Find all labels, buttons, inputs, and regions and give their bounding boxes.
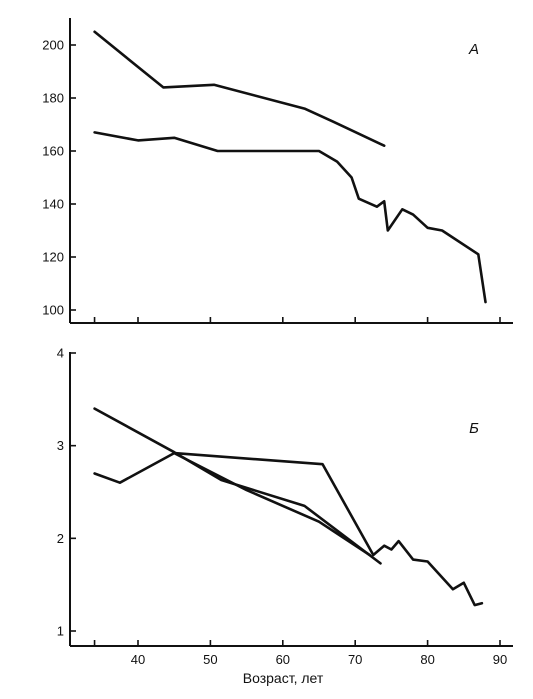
x-tick-label: 50 [203, 652, 217, 667]
y-tick-label: 3 [57, 438, 64, 453]
panel-label: А [468, 41, 479, 58]
x-tick-label: 60 [276, 652, 290, 667]
x-axis-title: Возраст, лет [243, 670, 324, 686]
x-tick-label: 80 [420, 652, 434, 667]
y-tick-label: 4 [57, 346, 64, 361]
x-tick-label: 70 [348, 652, 362, 667]
series-line-2 [93, 131, 487, 304]
panel-label: Б [469, 420, 479, 437]
series-line-3 [172, 451, 372, 557]
y-tick-label: 200 [42, 38, 64, 53]
x-tick-label: 90 [493, 652, 507, 667]
y-tick-label: 1 [57, 624, 64, 639]
y-tick-label: 120 [42, 250, 64, 265]
y-tick-label: 100 [42, 303, 64, 318]
y-tick-label: 2 [57, 531, 64, 546]
y-tick-label: 180 [42, 91, 64, 106]
y-tick-label: 160 [42, 144, 64, 159]
chart-panel-2: 1 2 3 4 40 50 60 70 80 90 Б [57, 346, 513, 667]
series-line-2 [93, 451, 484, 607]
series-line-1 [93, 407, 382, 565]
x-tick-label: 40 [131, 652, 145, 667]
y-tick-label: 140 [42, 197, 64, 212]
series-line-1 [93, 30, 386, 147]
chart-panel-1: 100 120 140 160 180 200 А [42, 18, 513, 324]
